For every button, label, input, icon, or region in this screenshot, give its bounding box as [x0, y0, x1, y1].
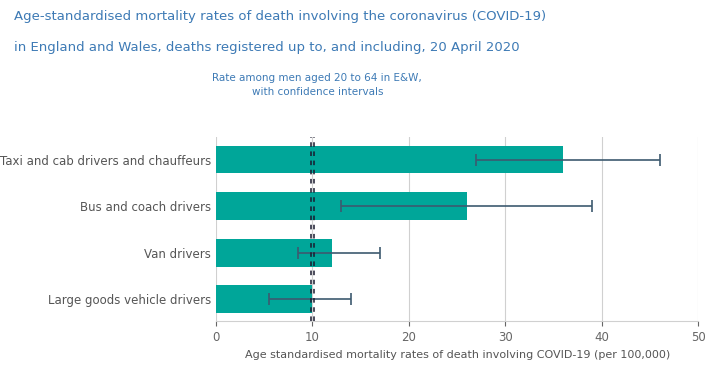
Bar [216, 285, 312, 313]
X-axis label: Age standardised mortality rates of death involving COVID-19 (per 100,000): Age standardised mortality rates of deat… [245, 350, 670, 360]
Bar [216, 192, 467, 220]
Bar [216, 239, 332, 267]
Bar [216, 145, 563, 174]
Text: in England and Wales, deaths registered up to, and including, 20 April 2020: in England and Wales, deaths registered … [14, 41, 520, 54]
Text: Age-standardised mortality rates of death involving the coronavirus (COVID-19): Age-standardised mortality rates of deat… [14, 10, 546, 23]
Text: Rate among men aged 20 to 64 in E&W,
with confidence intervals: Rate among men aged 20 to 64 in E&W, wit… [212, 73, 422, 97]
